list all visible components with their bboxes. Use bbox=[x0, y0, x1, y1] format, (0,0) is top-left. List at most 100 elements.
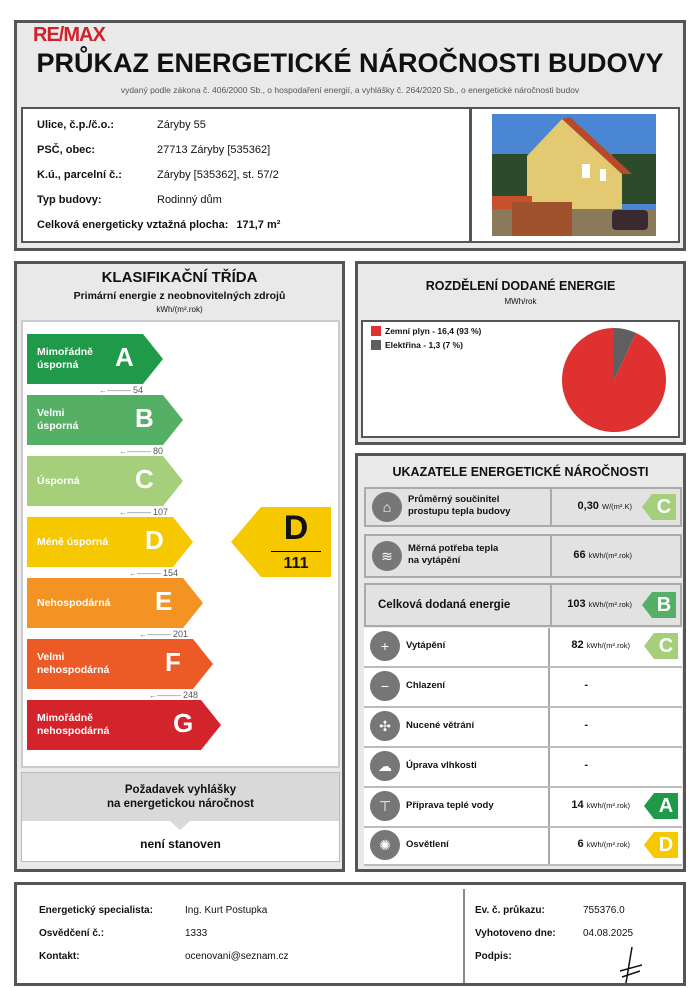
requirement-pointer bbox=[170, 821, 190, 830]
certificate-value: 1333 bbox=[185, 928, 208, 939]
indicator-value: 66 kWh/(m².rok) bbox=[573, 549, 632, 561]
certificate-label: Osvědčení č.: bbox=[39, 928, 105, 939]
class-threshold: 154 bbox=[129, 568, 178, 578]
indicator-value: 6 kWh/(m².rok) bbox=[577, 838, 630, 850]
indicator-row: − Chlazení - bbox=[364, 668, 682, 708]
date-label: Vyhotoveno dne: bbox=[475, 928, 556, 939]
indicator-value: 14 kWh/(m².rok) bbox=[571, 799, 630, 811]
indicator-class-badge: D bbox=[644, 832, 678, 858]
class-threshold: 107 bbox=[119, 507, 168, 517]
indicator-label: Úprava vlhkosti bbox=[406, 760, 477, 771]
indicator-row: ✣ Nucené větrání - bbox=[364, 708, 682, 748]
indicator-row: ≋ Měrná potřeba tepla na vytápění 66 kWh/(… bbox=[364, 534, 682, 578]
footer-panel: Energetický specialista: Ing. Kurt Postu… bbox=[14, 882, 686, 986]
indicator-value: - bbox=[584, 759, 588, 771]
header-panel: RE/MAX PRŮKAZ ENERGETICKÉ NÁROČNOSTI BUD… bbox=[14, 20, 686, 251]
requirement-title: Požadavek vyhlášky na energetickou náročn… bbox=[107, 784, 254, 810]
indicator-row: ✺ Osvětlení 6 kWh/(m².rok) D bbox=[364, 828, 682, 866]
result-class-indicator: D 111 bbox=[231, 507, 331, 577]
building-info: Ulice, č.p./č.o.: Záryby 55 PSČ, obec: 2771… bbox=[21, 107, 471, 243]
specialist-label: Energetický specialista: bbox=[39, 905, 153, 916]
distribution-chart: Zemní plyn - 16,4 (93 %) Elektřina - 1,3 … bbox=[361, 320, 680, 438]
indicator-label: Nucené větrání bbox=[406, 720, 475, 731]
result-value: 111 bbox=[283, 555, 309, 572]
pie-slice bbox=[562, 328, 666, 432]
indicator-label: Celková dodaná energie bbox=[378, 599, 511, 611]
house-icon: ⌂ bbox=[372, 492, 402, 522]
indicator-label: Příprava teplé vody bbox=[406, 800, 494, 811]
distribution-panel: ROZDĚLENÍ DODANÉ ENERGIE MWh/rok Zemní p… bbox=[355, 261, 686, 445]
classification-panel: KLASIFIKAČNÍ TŘÍDA Primární energie z ne… bbox=[14, 261, 345, 872]
pie-chart bbox=[562, 328, 666, 432]
class-a-arrow: Mimořádně úsporná A bbox=[27, 334, 163, 384]
contact-value: ocenovani@seznam.cz bbox=[185, 951, 289, 962]
field-label: K.ú., parcelní č.: bbox=[37, 169, 122, 181]
humidity-icon: ☁ bbox=[370, 751, 400, 781]
indicator-label: Vytápění bbox=[406, 640, 446, 651]
legend-item: Zemní plyn - 16,4 (93 %) bbox=[371, 326, 481, 336]
indicator-row: ⊤ Příprava teplé vody 14 kWh/(m².rok) A bbox=[364, 788, 682, 828]
field-value: Záryby [535362], st. 57/2 bbox=[157, 169, 279, 181]
field-value: Rodinný dům bbox=[157, 194, 222, 206]
requirement-box: Požadavek vyhlášky na energetickou náročn… bbox=[21, 772, 340, 862]
class-letter: B bbox=[135, 403, 154, 433]
indicator-row: + Vytápění 82 kWh/(m².rok) C bbox=[364, 628, 682, 668]
thermometer-plus-icon: + bbox=[370, 631, 400, 661]
bulb-icon: ✺ bbox=[370, 830, 400, 860]
signature-label: Podpis: bbox=[475, 951, 512, 962]
field-value: Záryby 55 bbox=[157, 119, 206, 131]
indicator-class-badge: C bbox=[642, 494, 676, 520]
legend-swatch bbox=[371, 326, 381, 336]
indicator-value: - bbox=[584, 719, 588, 731]
class-threshold: 248 bbox=[149, 690, 198, 700]
class-e-arrow: Nehospodárná E bbox=[27, 578, 203, 628]
class-letter: F bbox=[165, 647, 181, 677]
indicator-class-badge: B bbox=[642, 592, 676, 618]
indicator-label: Osvětlení bbox=[406, 839, 449, 850]
signature bbox=[619, 946, 643, 984]
photo-frame bbox=[470, 107, 680, 243]
area-label: Celková energeticky vztažná plocha: bbox=[37, 219, 229, 231]
field-label: Typ budovy: bbox=[37, 194, 102, 206]
distribution-title: ROZDĚLENÍ DODANÉ ENERGIE bbox=[425, 279, 616, 293]
field-label: PSČ, obec: bbox=[37, 144, 96, 156]
indicator-label: Měrná potřeba tepla na vytápění bbox=[408, 543, 499, 566]
indicators-title: UKAZATELE ENERGETICKÉ NÁROČNOSTI bbox=[392, 465, 649, 479]
page-subtitle: vydaný podle zákona č. 406/2000 Sb., o h… bbox=[120, 85, 580, 95]
ev-value: 755376.0 bbox=[583, 905, 625, 916]
legend-item: Elektřina - 1,3 (7 %) bbox=[371, 340, 481, 350]
specialist-value: Ing. Kurt Postupka bbox=[185, 905, 268, 916]
class-threshold: 80 bbox=[119, 446, 163, 456]
class-c-arrow: Úsporná C bbox=[27, 456, 183, 506]
indicators-panel: UKAZATELE ENERGETICKÉ NÁROČNOSTI ⌂ Průměr… bbox=[355, 453, 686, 872]
indicator-label: Chlazení bbox=[406, 680, 446, 691]
result-letter: D bbox=[283, 509, 309, 547]
class-letter: A bbox=[115, 342, 134, 372]
house-photo bbox=[492, 114, 656, 236]
page-title: PRŮKAZ ENERGETICKÉ NÁROČNOSTI BUDOVY bbox=[36, 48, 664, 78]
classification-unit: kWh/(m².rok) bbox=[156, 305, 203, 314]
class-threshold: 201 bbox=[139, 629, 188, 639]
faucet-icon: ⊤ bbox=[370, 791, 400, 821]
area-line: Celková energeticky vztažná plocha: 171,7… bbox=[37, 219, 280, 231]
class-letter: C bbox=[135, 464, 154, 494]
date-value: 04.08.2025 bbox=[583, 928, 634, 939]
field-label: Ulice, č.p./č.o.: bbox=[37, 119, 115, 131]
class-letter: E bbox=[155, 586, 173, 616]
class-b-arrow: Velmi úsporná B bbox=[27, 395, 183, 445]
indicator-row: ⌂ Průměrný součinitel prostupu tepla budov… bbox=[364, 487, 682, 527]
pie-slice bbox=[614, 328, 637, 380]
fan-icon: ✣ bbox=[370, 711, 400, 741]
class-g-arrow: Mimořádně nehospodárná G bbox=[27, 700, 221, 750]
field-value: 27713 Záryby [535362] bbox=[157, 144, 271, 156]
indicator-class-badge: A bbox=[644, 793, 678, 819]
requirement-value: není stanoven bbox=[140, 837, 221, 851]
contact-label: Kontakt: bbox=[39, 951, 80, 962]
class-f-arrow: Velmi nehospodárná F bbox=[27, 639, 213, 689]
class-threshold: 54 bbox=[99, 385, 143, 395]
indicator-row: ☁ Úprava vlhkosti - bbox=[364, 748, 682, 788]
legend-swatch bbox=[371, 340, 381, 350]
indicator-value: 103 kWh/(m².rok) bbox=[567, 598, 632, 610]
classification-subtitle: Primární energie z neobnovitelných zdroj… bbox=[73, 290, 286, 302]
